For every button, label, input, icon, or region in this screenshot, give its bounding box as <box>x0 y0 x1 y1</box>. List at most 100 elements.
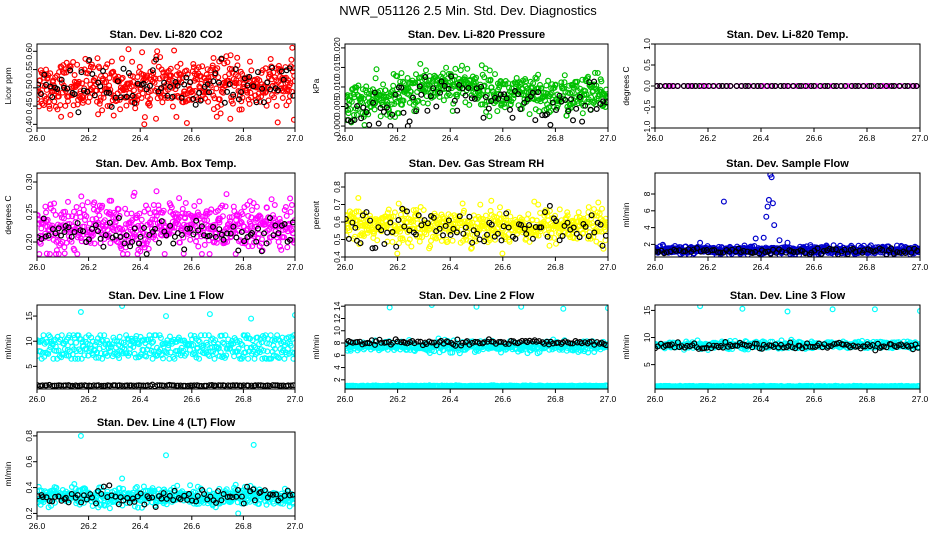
points-group <box>37 44 295 128</box>
data-point <box>553 106 560 113</box>
data-point <box>526 111 533 118</box>
data-point <box>210 54 217 61</box>
data-point <box>181 221 188 228</box>
data-point <box>116 382 123 389</box>
data-point <box>443 64 450 71</box>
data-point <box>290 116 295 123</box>
data-point <box>49 226 56 233</box>
data-point <box>353 208 360 215</box>
data-point <box>674 82 681 89</box>
data-point <box>95 111 102 118</box>
data-point <box>137 233 144 240</box>
data-point <box>395 217 402 224</box>
data-point <box>251 355 258 362</box>
data-point <box>139 226 146 233</box>
data-point <box>532 224 539 231</box>
data-point <box>212 70 219 77</box>
y-axis-label: ml/min <box>311 334 321 359</box>
data-point <box>283 351 290 358</box>
data-point <box>484 231 491 238</box>
data-point <box>60 82 67 89</box>
data-point <box>266 382 273 389</box>
data-point <box>502 81 509 88</box>
data-point <box>526 238 533 245</box>
y-axis-label: ml/min <box>621 202 631 227</box>
y-axis-label: Licor ppm <box>3 67 13 104</box>
data-point <box>505 231 512 238</box>
data-point <box>74 355 81 362</box>
data-point <box>152 332 159 339</box>
data-point <box>123 93 130 100</box>
data-point <box>187 79 194 86</box>
data-point <box>572 224 579 231</box>
data-point <box>452 65 459 72</box>
outlier-point <box>769 200 776 207</box>
data-point <box>97 97 104 104</box>
data-point <box>158 85 165 92</box>
data-point <box>832 246 839 253</box>
data-point <box>421 72 428 79</box>
data-point <box>433 235 440 242</box>
y-tick-label: 0.7 <box>332 198 342 210</box>
data-point <box>288 56 295 63</box>
data-point <box>237 218 244 225</box>
data-point <box>64 85 71 92</box>
data-point <box>116 355 123 362</box>
data-point <box>506 84 513 91</box>
x-tick-label: 26.8 <box>547 394 564 404</box>
data-point <box>141 336 148 343</box>
data-point <box>131 189 138 196</box>
data-point <box>169 103 176 110</box>
data-point <box>153 212 160 219</box>
data-point <box>88 229 95 236</box>
data-point <box>258 69 265 76</box>
data-point <box>558 79 565 86</box>
data-point <box>213 85 220 92</box>
data-point <box>494 230 501 237</box>
data-point <box>46 251 53 257</box>
data-point <box>710 82 717 89</box>
data-point <box>355 82 362 89</box>
data-point <box>452 342 459 349</box>
data-point <box>376 336 383 343</box>
points-group <box>345 60 608 128</box>
data-point <box>153 56 160 63</box>
data-point <box>62 223 69 230</box>
data-point <box>255 213 262 220</box>
data-point <box>65 213 72 220</box>
data-point <box>117 106 124 113</box>
data-point <box>171 382 178 389</box>
data-point <box>456 85 463 92</box>
y-axis-label: ml/min <box>621 334 631 359</box>
data-point <box>597 221 604 228</box>
data-point <box>58 332 65 339</box>
data-point <box>104 61 111 68</box>
data-point <box>192 101 199 108</box>
data-point <box>101 332 108 339</box>
data-point <box>442 222 449 229</box>
data-point <box>264 79 271 86</box>
data-point <box>492 236 499 243</box>
data-point <box>288 202 295 209</box>
data-point <box>156 332 163 339</box>
data-point <box>220 339 227 346</box>
x-tick-label: 26.4 <box>132 394 149 404</box>
data-point <box>348 213 355 220</box>
data-point <box>355 208 362 215</box>
data-point <box>51 200 58 207</box>
data-point <box>909 82 916 89</box>
panel-title: Stan. Dev. Line 1 Flow <box>108 290 224 302</box>
data-point <box>385 206 392 213</box>
data-point <box>238 89 245 96</box>
data-point <box>238 106 245 113</box>
data-point <box>521 99 528 106</box>
data-point <box>128 210 135 217</box>
data-point <box>354 339 361 346</box>
data-point <box>274 382 281 389</box>
data-point <box>189 87 196 94</box>
data-point <box>72 355 79 362</box>
data-point <box>179 205 186 212</box>
data-point <box>97 83 104 90</box>
x-tick-label: 26.6 <box>184 262 201 272</box>
data-point <box>52 230 59 237</box>
